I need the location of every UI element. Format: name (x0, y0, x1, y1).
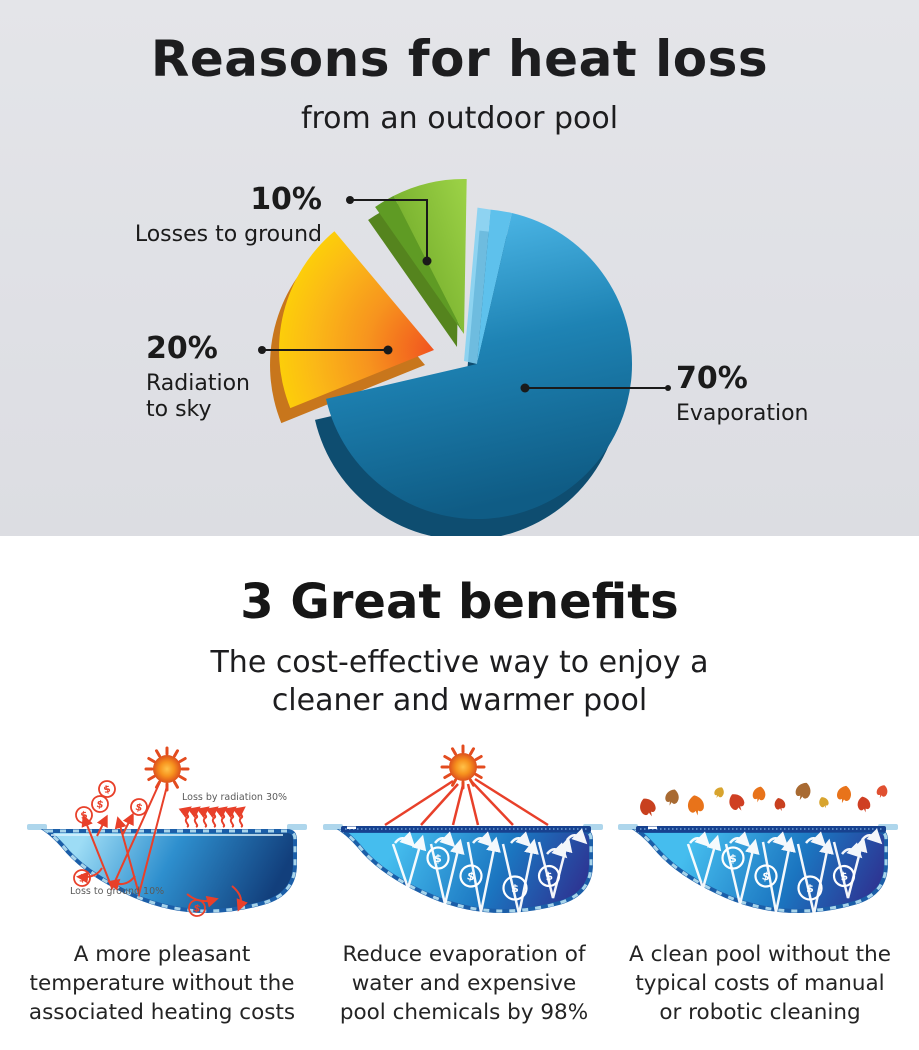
svg-text:$: $ (839, 869, 849, 883)
pie-slice-radiation (270, 231, 434, 424)
svg-text:$: $ (806, 882, 814, 895)
svg-text:$: $ (434, 852, 442, 865)
pool-illustration-cleaning: $ $ $ $ (618, 780, 898, 915)
heat-loss-section: Reasons for heat loss from an outdoor po… (0, 0, 919, 536)
sun-icon (144, 746, 190, 792)
pie-label-radiation-text1: Radiation (146, 371, 250, 396)
page-title: Reasons for heat loss (150, 30, 769, 88)
svg-text:$: $ (192, 903, 201, 915)
svg-text:$: $ (78, 873, 87, 885)
svg-text:$: $ (544, 869, 554, 883)
page-subtitle: from an outdoor pool (300, 101, 619, 136)
radiation-squiggle-arrows (184, 809, 244, 828)
svg-text:$: $ (95, 799, 104, 811)
svg-text:$: $ (466, 869, 476, 883)
pie-label-radiation-text2: to sky (146, 397, 212, 422)
svg-text:$: $ (134, 802, 144, 814)
pie-label-ground: 10% Losses to ground (120, 185, 322, 248)
pie-label-evaporation: 70% Evaporation (676, 364, 809, 427)
leader-line-ground (350, 199, 428, 261)
reflected-heat-arrows (391, 828, 588, 915)
benefits-section: 3 Great benefits The cost-effective way … (0, 536, 919, 1050)
dollar-icon: $ $ $ $ (426, 846, 561, 901)
pie-slice-ground (368, 178, 467, 347)
pie-label-ground-pct: 10% (250, 182, 322, 217)
dollar-icon: $ $ $ $ (721, 846, 856, 901)
sun-ray-lines (384, 777, 549, 827)
benefits-subtitle-line1: The cost-effective way to enjoy a (210, 645, 709, 680)
pie-label-ground-text: Losses to ground (134, 222, 322, 247)
pie-slice-evaporation (315, 207, 633, 536)
benefits-title: 3 Great benefits (240, 574, 679, 630)
pie-label-evaporation-pct: 70% (676, 361, 748, 396)
svg-text:$: $ (729, 852, 737, 865)
radiation-loss-note: Loss by radiation 30% (182, 792, 287, 803)
pie-label-radiation-pct: 20% (146, 331, 218, 366)
benefit-caption-evaporation: Reduce evaporation of water and expensiv… (339, 942, 589, 1025)
pie-chart (258, 178, 671, 536)
benefits-subtitle: The cost-effective way to enjoy a cleane… (0, 644, 919, 720)
svg-text:$: $ (511, 882, 519, 895)
benefit-caption-heating: A more pleasant temperature without the … (28, 942, 296, 1025)
ground-loss-arrows (76, 867, 248, 912)
pool-illustration-evaporation: $ $ $ $ (323, 744, 603, 915)
pie-label-radiation: 20% Radiation to sky (146, 334, 250, 423)
pool-cover (636, 826, 886, 833)
benefits-subtitle-line2: cleaner and warmer pool (271, 683, 648, 718)
pie-label-evaporation-text: Evaporation (676, 401, 809, 426)
pool-cover (341, 826, 591, 833)
svg-text:$: $ (761, 869, 771, 883)
ground-loss-note: Loss to ground 10% (70, 886, 164, 897)
pool-illustration-heating: $ $ $ $ $ $ Loss by radiation 30% Loss t… (27, 746, 307, 917)
benefit-caption-cleaning: A clean pool without the typical costs o… (629, 942, 891, 1025)
svg-text:$: $ (80, 810, 89, 822)
falling-leaves-icon (636, 780, 890, 820)
svg-text:$: $ (102, 784, 112, 796)
